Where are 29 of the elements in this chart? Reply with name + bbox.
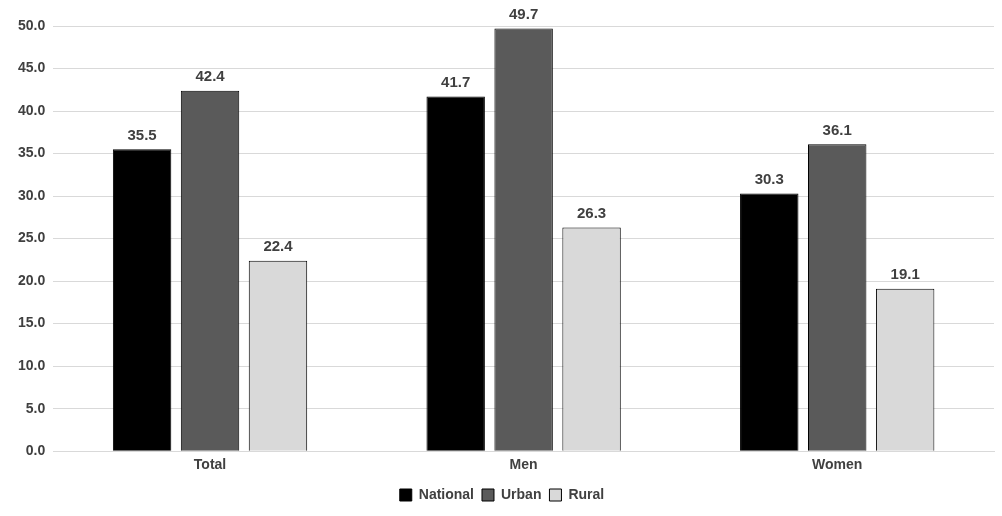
y-tick-label: 30.0 [18,186,46,203]
bar [112,149,172,451]
y-tick-label: 20.0 [18,271,46,288]
data-label: 42.4 [195,67,226,85]
y-tick-label: 5.0 [25,399,46,416]
x-tick-label: Women [812,456,863,473]
data-label: 36.1 [822,120,852,138]
x-tick-label: Men [509,456,538,473]
data-label: 35.5 [127,125,157,143]
data-label: 30.3 [754,170,784,188]
y-tick-label: 35.0 [18,144,46,161]
data-label: 22.4 [263,237,294,255]
y-tick-label: 40.0 [18,101,46,118]
data-label: 26.3 [576,204,607,222]
y-tick-label: 10.0 [18,357,46,374]
y-tick-label: 50.0 [18,16,46,33]
legend-label: National [418,485,474,502]
legend-label: Rural [568,485,605,502]
data-label: 41.7 [441,73,471,91]
data-label: 49.7 [509,5,539,23]
bar [426,96,485,451]
y-tick-label: 45.0 [18,59,46,76]
y-tick-label: 0.0 [25,442,46,459]
x-tick-label: Total [193,456,227,473]
legend-label: Urban [501,485,542,502]
y-tick-label: 15.0 [18,314,46,331]
y-tick-label: 25.0 [18,229,46,246]
bar [740,193,799,451]
data-label: 19.1 [890,265,920,283]
